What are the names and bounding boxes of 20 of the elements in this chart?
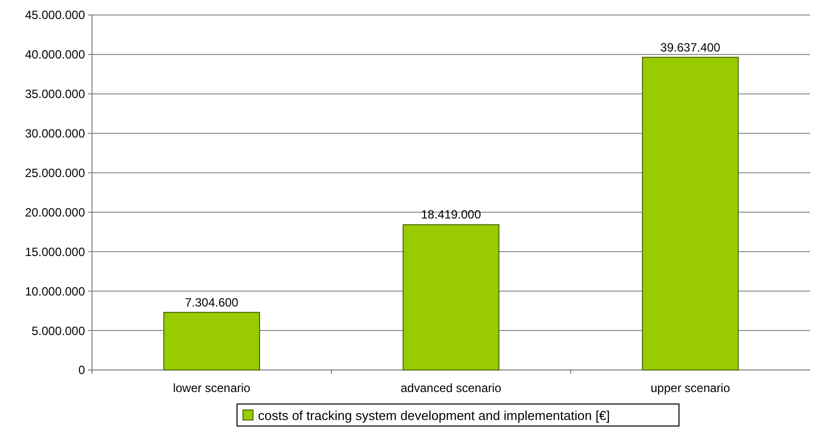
y-tick-label: 0 xyxy=(78,363,86,378)
y-tick-label: 10.000.000 xyxy=(24,284,86,298)
y-tick-label: 35.000.000 xyxy=(24,87,86,102)
y-tick-label: 15.000.000 xyxy=(24,244,86,259)
y-tick-label: 30.000.000 xyxy=(24,126,86,141)
bar xyxy=(642,56,739,370)
bar xyxy=(163,312,260,370)
y-tick-label: 25.000.000 xyxy=(24,166,86,180)
y-tick-label: 20.000.000 xyxy=(24,205,86,220)
y-tick-label: 45.000.000 xyxy=(24,8,86,22)
text: 18.419.000 xyxy=(420,208,482,222)
y-tick-label: 5.000.000 xyxy=(32,324,86,338)
x-tick-label: advanced scenario xyxy=(400,381,502,395)
legend-label: costs of tracking system development and implementation [€] xyxy=(258,408,610,423)
x-tick-label: lower scenario xyxy=(172,381,251,395)
y-tick-label: 40.000.000 xyxy=(24,48,86,62)
text: 39.637.400 xyxy=(660,40,720,54)
bar xyxy=(402,224,500,370)
x-tick-label: upper scenario xyxy=(650,381,730,395)
text: 7.304.600 xyxy=(184,295,238,310)
